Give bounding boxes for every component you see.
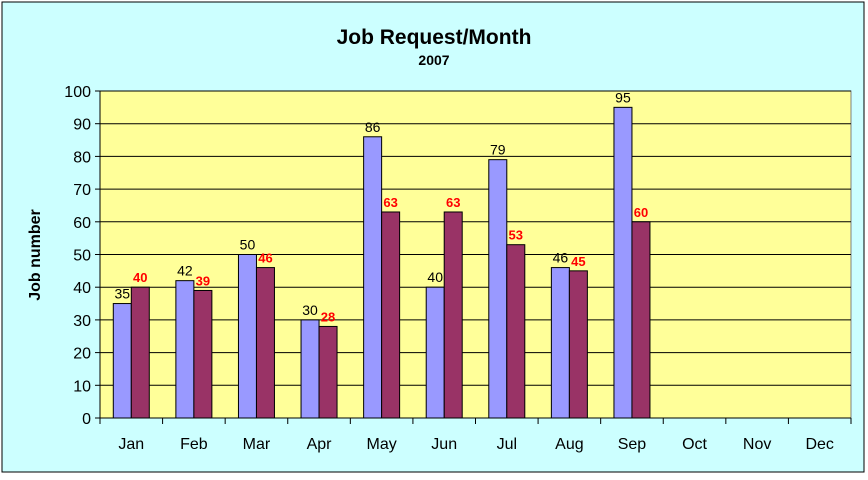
y-tick-label: 80 — [73, 149, 91, 166]
data-label-series1-may: 86 — [365, 119, 381, 135]
chart-title: Job Request/Month — [337, 26, 532, 49]
chart-subtitle: 2007 — [418, 52, 449, 68]
bar-series1-sep — [613, 106, 633, 419]
x-tick-label-mar: Mar — [243, 436, 271, 453]
x-tick-label-feb: Feb — [180, 436, 208, 453]
x-tick-label-jul: Jul — [497, 436, 517, 453]
data-label-series1-feb: 42 — [177, 263, 193, 279]
x-tick-label-jan: Jan — [118, 436, 144, 453]
x-tick-label-nov: Nov — [743, 436, 771, 453]
bar-series1-feb — [175, 280, 195, 419]
data-label-series1-aug: 46 — [553, 250, 569, 266]
bar-series2-jan — [130, 286, 150, 419]
y-axis-title: Job number — [27, 209, 44, 301]
bar-series1-may — [363, 136, 383, 419]
x-tick-label-jun: Jun — [431, 436, 457, 453]
axes: 0 10 20 30 40 50 60 70 80 90 100 Jan Feb Mar Apr May Jun… — [64, 84, 852, 453]
bar-series1-jan — [112, 303, 132, 419]
data-label-series1-jan: 35 — [115, 286, 131, 302]
y-tick-label: 60 — [73, 215, 91, 232]
data-label-series1-sep: 95 — [615, 89, 631, 105]
bar-series1-jul — [488, 159, 508, 419]
bar-series2-sep — [631, 221, 651, 419]
bar-series2-may — [381, 211, 401, 419]
y-tick-label: 50 — [73, 248, 91, 265]
y-tick-label: 20 — [73, 346, 91, 363]
y-tick-label: 30 — [73, 313, 91, 330]
bar-series2-apr — [318, 325, 338, 419]
bar-series1-apr — [300, 319, 320, 419]
bar-series2-mar — [255, 267, 275, 419]
x-tick-label-aug: Aug — [555, 436, 583, 453]
bar-series2-jun — [443, 211, 463, 419]
data-label-series2-jul: 53 — [509, 228, 523, 243]
x-tick-label-sep: Sep — [618, 436, 647, 453]
x-tick-label-oct: Oct — [682, 436, 707, 453]
data-label-series2-apr: 28 — [321, 309, 335, 324]
bar-series1-jun — [425, 286, 445, 419]
y-tick-label: 0 — [82, 411, 91, 428]
y-tick-label: 90 — [73, 117, 91, 134]
y-tick-label: 70 — [73, 182, 91, 199]
data-label-series2-aug: 45 — [571, 254, 585, 269]
data-label-series2-feb: 39 — [196, 273, 210, 288]
bar-series2-jul — [506, 244, 526, 419]
bar-series2-aug — [568, 270, 588, 419]
data-label-series2-may: 63 — [383, 195, 397, 210]
data-label-series1-jul: 79 — [490, 142, 506, 158]
y-tick-label: 40 — [73, 280, 91, 297]
bar-series2-feb — [193, 289, 213, 419]
data-label-series2-jan: 40 — [133, 270, 147, 285]
y-tick-label: 10 — [73, 378, 91, 395]
data-label-series2-mar: 46 — [258, 251, 272, 266]
data-label-series2-sep: 60 — [634, 205, 648, 220]
data-label-series2-jun: 63 — [446, 195, 460, 210]
y-tick-label: 100 — [64, 84, 91, 101]
gridlines — [100, 90, 851, 386]
x-tick-label-apr: Apr — [307, 436, 333, 453]
data-label-series1-jun: 40 — [427, 269, 443, 285]
x-tick-label-may: May — [367, 436, 397, 453]
data-label-series1-mar: 50 — [240, 237, 256, 253]
data-labels: 35 42 50 30 86 40 79 46 95 40 39 46 28 63 63 53 45 60 — [115, 89, 649, 324]
data-label-series1-apr: 30 — [302, 302, 318, 318]
bars — [112, 106, 651, 419]
bar-series1-mar — [237, 254, 257, 419]
x-tick-label-dec: Dec — [805, 436, 833, 453]
bar-series1-aug — [550, 267, 570, 419]
